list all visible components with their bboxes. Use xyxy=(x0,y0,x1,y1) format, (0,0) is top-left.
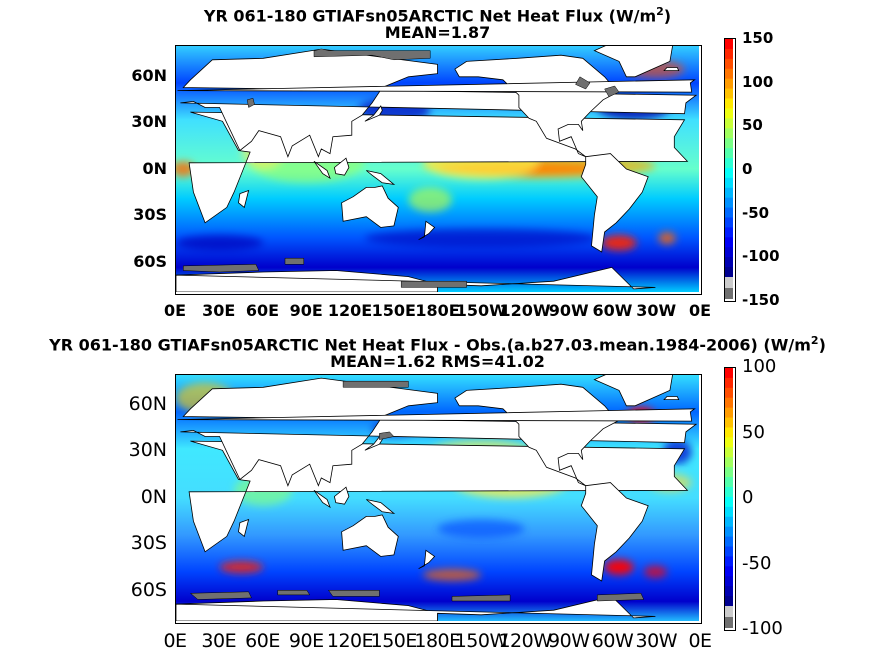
lon-tick-label: 180E xyxy=(415,301,460,320)
lat-tick-label: 60S xyxy=(133,251,167,271)
lon-tick-label: 60E xyxy=(245,630,280,652)
panel1-map xyxy=(175,45,702,295)
lat-tick-label: 60N xyxy=(128,392,167,415)
lon-tick-label: 0E xyxy=(163,630,187,652)
lon-tick-label: 180E xyxy=(414,630,461,652)
lon-tick-label: 30E xyxy=(201,630,237,652)
lat-tick-label: 0N xyxy=(142,158,167,178)
lon-tick-label: 0E xyxy=(163,301,187,320)
panel1-subtitle: MEAN=1.87 xyxy=(384,23,491,42)
map2-ice xyxy=(189,380,645,602)
lon-tick-label: 0E xyxy=(688,301,712,320)
lat-tick-label: 60S xyxy=(130,578,167,601)
lon-tick-label: 120E xyxy=(327,301,373,320)
colorbar-tick-label: 0 xyxy=(742,487,754,509)
lon-tick-label: 60W xyxy=(591,630,634,652)
panel2-title: YR 061-180 GTIAFsn05ARCTIC Net Heat Flux… xyxy=(49,334,826,355)
lon-tick-label: 30E xyxy=(202,301,236,320)
lon-tick-label: 150W xyxy=(454,630,509,652)
colorbar-tick-label: -100 xyxy=(742,247,780,266)
lon-tick-label: 60E xyxy=(245,301,280,320)
panel1-title: YR 061-180 GTIAFsn05ARCTIC Net Heat Flux… xyxy=(203,5,672,26)
lon-tick-label: 90W xyxy=(548,301,589,320)
lat-tick-label: 60N xyxy=(131,65,167,85)
lon-tick-label: 30W xyxy=(636,301,677,320)
lon-tick-label: 30W xyxy=(635,630,678,652)
panel2-colorbar xyxy=(724,367,736,631)
lon-tick-label: 90W xyxy=(548,630,590,652)
lon-tick-label: 120W xyxy=(498,630,552,652)
map2-field xyxy=(176,375,699,621)
colorbar-tick-label: 100 xyxy=(742,72,774,91)
panel2-map xyxy=(175,374,702,624)
lon-tick-label: 120W xyxy=(499,301,551,320)
colorbar-tick-label: -50 xyxy=(742,203,770,222)
colorbar-tick-label: 50 xyxy=(742,116,763,135)
lon-tick-label: 0E xyxy=(688,630,712,652)
lon-tick-label: 150E xyxy=(371,301,416,320)
colorbar-tick-label: -50 xyxy=(742,552,772,574)
colorbar-tick-label: 50 xyxy=(742,421,765,443)
lat-tick-label: 30S xyxy=(133,205,167,225)
cbar1-swatches xyxy=(725,39,733,299)
panel2-subtitle: MEAN=1.62 RMS=41.02 xyxy=(330,352,545,371)
panel1-colorbar xyxy=(724,38,736,302)
lon-tick-label: 150E xyxy=(370,630,418,652)
colorbar-tick-label: -100 xyxy=(742,618,783,640)
lat-tick-label: 0N xyxy=(140,485,167,508)
colorbar-tick-label: 150 xyxy=(742,29,774,47)
lat-tick-label: 30N xyxy=(131,112,167,132)
lon-tick-label: 90E xyxy=(289,301,323,320)
lon-tick-label: 90E xyxy=(288,630,324,652)
lat-tick-label: 30S xyxy=(130,532,167,555)
colorbar-tick-label: 0 xyxy=(742,160,753,178)
lon-tick-label: 60W xyxy=(592,301,633,320)
colorbar-tick-label: -150 xyxy=(742,291,780,309)
cbar2-swatches xyxy=(725,368,733,628)
lon-tick-label: 120E xyxy=(326,630,374,652)
map1-continents xyxy=(176,46,698,292)
map1-ice xyxy=(183,50,620,288)
map2-continents xyxy=(176,375,698,621)
lon-tick-label: 150W xyxy=(455,301,507,320)
colorbar-tick-label: 100 xyxy=(742,356,777,378)
map1-field xyxy=(176,46,699,292)
lat-tick-label: 30N xyxy=(128,439,167,462)
